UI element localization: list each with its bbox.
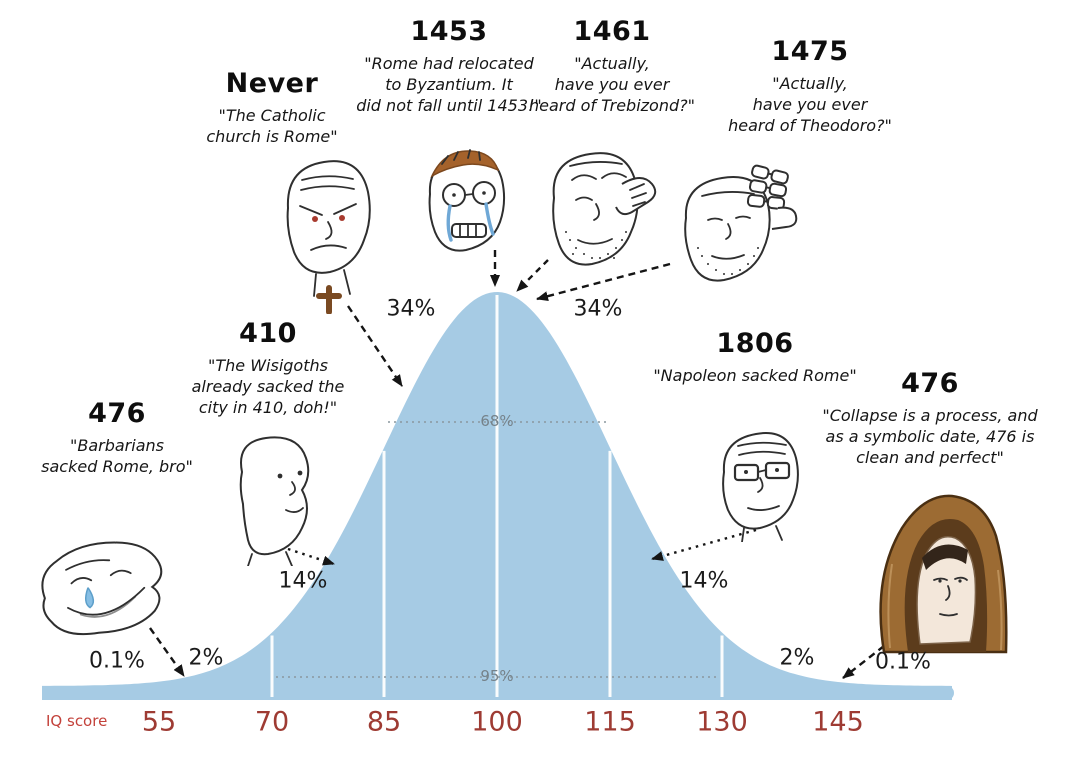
percent-label-34-left: 34% bbox=[386, 296, 436, 322]
annotation-1475: 1475 "Actually, have you ever heard of T… bbox=[703, 36, 918, 136]
arrow-410 bbox=[287, 547, 335, 566]
annotation-quote: "Actually, have you ever heard of Trebiz… bbox=[528, 54, 695, 116]
percent-label-2-left: 2% bbox=[188, 645, 224, 671]
monk-wojak-icon bbox=[856, 484, 1014, 656]
annotation-never: Never "The Catholic church is Rome" bbox=[185, 68, 360, 147]
x-tick-115: 115 bbox=[584, 706, 636, 738]
annotation-1453: 1453 "Rome had relocated to Byzantium. I… bbox=[342, 16, 557, 116]
x-tick-145: 145 bbox=[812, 706, 864, 738]
x-tick-55: 55 bbox=[141, 706, 177, 738]
annotation-quote: "The Wisigoths already sacked the city i… bbox=[191, 356, 345, 418]
annotation-date: 1461 bbox=[573, 16, 651, 47]
annotation-quote: "Barbarians sacked Rome, bro" bbox=[41, 436, 193, 477]
stubble-dots bbox=[697, 247, 759, 275]
x-tick-100: 100 bbox=[471, 706, 523, 738]
annotation-date: 476 bbox=[901, 368, 959, 399]
annotation-arrows bbox=[149, 250, 885, 679]
cross-pendant-icon bbox=[316, 285, 342, 315]
confidence-band-lines bbox=[276, 421, 719, 678]
arrow-1806 bbox=[651, 528, 757, 561]
arrow-left-476 bbox=[149, 627, 185, 677]
annotation-1806: 1806 "Napoleon sacked Rome" bbox=[630, 328, 880, 386]
annotation-quote: "Rome had relocated to Byzantium. It did… bbox=[356, 54, 542, 116]
percent-label-0-1-left: 0.1% bbox=[89, 648, 145, 674]
annotation-quote: "Collapse is a process, and as a symboli… bbox=[822, 406, 1038, 468]
arrow-never bbox=[347, 305, 403, 387]
annotation-476-left: 476 "Barbarians sacked Rome, bro" bbox=[30, 398, 205, 477]
sigma-divider-lines bbox=[270, 295, 724, 697]
percent-label-14-left: 14% bbox=[278, 568, 328, 594]
brainlet-wojak-icon bbox=[206, 426, 332, 567]
arrow-1461 bbox=[516, 259, 549, 292]
percent-label-14-right: 14% bbox=[679, 568, 729, 594]
angry-npc-cross-wojak-icon bbox=[256, 146, 394, 315]
annotation-quote: "Actually, have you ever heard of Theodo… bbox=[728, 74, 892, 136]
annotation-476-right: 476 "Collapse is a process, and as a sym… bbox=[808, 368, 1053, 468]
stubble-dots bbox=[565, 231, 627, 259]
crying-glasses-wojak-icon bbox=[408, 138, 524, 268]
percent-label-0-1-right: 0.1% bbox=[875, 649, 931, 675]
annotation-date: 476 bbox=[88, 398, 146, 429]
beard-glasses-wojak-icon bbox=[526, 134, 668, 286]
annotation-date: 1475 bbox=[771, 36, 849, 67]
x-tick-130: 130 bbox=[696, 706, 748, 738]
band-label-95: 95% bbox=[480, 667, 514, 685]
glasses-wojak-icon bbox=[700, 418, 822, 543]
x-tick-85: 85 bbox=[366, 706, 402, 738]
annotation-quote: "The Catholic church is Rome" bbox=[206, 106, 338, 147]
stacked-glasses-icon bbox=[746, 164, 789, 210]
annotation-1461: 1461 "Actually, have you ever heard of T… bbox=[510, 16, 715, 116]
annotation-date: 1806 bbox=[716, 328, 794, 359]
x-tick-70: 70 bbox=[254, 706, 290, 738]
annotation-quote: "Napoleon sacked Rome" bbox=[653, 366, 857, 385]
annotation-date: Never bbox=[225, 68, 319, 99]
multi-glasses-wojak-icon bbox=[660, 156, 802, 294]
annotation-410: 410 "The Wisigoths already sacked the ci… bbox=[171, 318, 366, 418]
arrow-1475 bbox=[536, 262, 671, 302]
band-label-68: 68% bbox=[480, 412, 514, 430]
x-axis-title: IQ score bbox=[46, 712, 108, 730]
percent-label-2-right: 2% bbox=[779, 645, 815, 671]
annotation-date: 1453 bbox=[410, 16, 488, 47]
percent-label-34-right: 34% bbox=[573, 296, 623, 322]
arrow-right-476 bbox=[842, 645, 885, 679]
annotation-date: 410 bbox=[239, 318, 297, 349]
smug-crying-wojak-icon bbox=[22, 522, 185, 651]
